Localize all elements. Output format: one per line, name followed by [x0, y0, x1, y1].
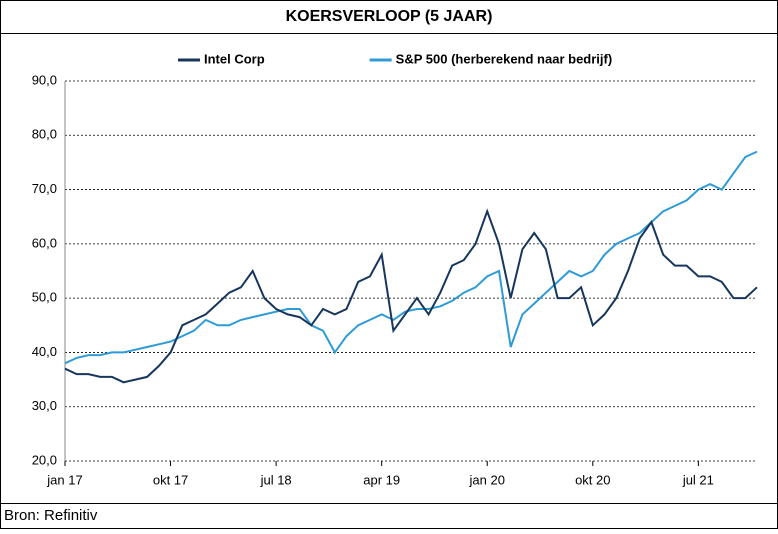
x-tick-label: apr 19 [363, 472, 400, 487]
line-series [64, 208, 758, 384]
y-tick-label: 60,0 [32, 235, 57, 250]
legend-label: Intel Corp [204, 51, 265, 66]
y-tick-label: 80,0 [32, 127, 57, 142]
line-series [64, 150, 758, 365]
y-tick-label: 90,0 [32, 72, 57, 87]
y-tick-label: 50,0 [32, 290, 57, 305]
legend-label: S&P 500 (herberekend naar bedrijf) [396, 51, 613, 66]
x-tick-label: okt 17 [153, 472, 188, 487]
y-tick-label: 70,0 [32, 181, 57, 196]
x-tick-label: jul 21 [682, 472, 714, 487]
y-tick-label: 30,0 [32, 398, 57, 413]
x-tick-label: jan 17 [46, 472, 82, 487]
chart-title: KOERSVERLOOP (5 JAAR) [286, 8, 493, 25]
source: Bron: Refinitiv [4, 507, 98, 524]
x-tick-label: okt 20 [575, 472, 610, 487]
x-tick-label: jan 20 [469, 472, 505, 487]
y-tick-label: 20,0 [32, 452, 57, 467]
y-tick-label: 40,0 [32, 344, 57, 359]
x-tick-label: jul 18 [260, 472, 292, 487]
